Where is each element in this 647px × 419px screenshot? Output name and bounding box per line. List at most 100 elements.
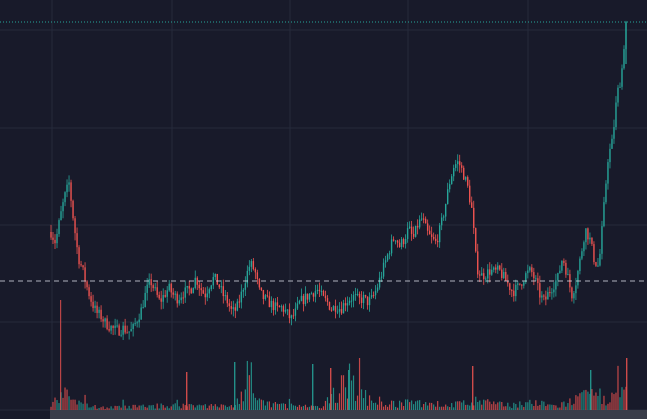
volume-bar [238,403,240,410]
volume-bar [501,402,503,410]
volume-bar [222,404,224,410]
candle-body [378,277,381,288]
candle-body [154,287,156,289]
volume-bar [421,407,423,410]
candle-body [390,239,393,254]
candle-body [318,289,321,292]
volume-bar [292,405,295,410]
candle-body [436,240,439,243]
candle-body [324,295,327,299]
candle-body [140,307,142,320]
candle-body [523,282,525,286]
candle-body [200,288,202,291]
candle-body [286,309,289,311]
volume-bar [609,402,611,410]
candle-body [388,253,391,255]
volume-bar [252,393,254,410]
candle-body [617,87,619,103]
candle-body [422,218,425,220]
volume-bar [559,407,561,410]
candle-body [76,233,78,248]
candle-body [376,287,379,291]
candle-body [442,216,445,218]
volume-bar [561,402,563,410]
volume-bar [274,402,276,410]
volume-bar [314,405,317,410]
volume-bar [423,404,425,410]
candle-body [246,270,249,284]
candle-body [306,293,309,300]
volume-bar [76,404,78,410]
volume-bar [138,405,140,410]
volume-bar [577,396,579,410]
volume-bar [370,400,373,410]
candle-body [521,284,523,286]
volume-bar [531,403,533,410]
candle-body [605,183,607,203]
volume-bar [142,404,144,410]
volume-bar [565,406,567,410]
candle-body [230,306,233,309]
candle-body [194,277,196,288]
volume-bar [607,403,609,410]
candle-body [316,289,319,292]
volume-bar [443,406,445,410]
volume-bar [386,406,389,410]
volume-bar [120,407,122,410]
volume-bar [144,406,146,410]
candle-body [398,242,401,248]
candle-body [499,265,501,270]
volume-bar [298,404,301,410]
candle-body [50,232,52,238]
volume-bar [625,386,627,410]
volume-bar [152,404,154,410]
volume-bar [240,391,242,410]
candle-body [218,284,220,288]
candle-body [186,286,188,288]
volume-bar [487,399,489,410]
volume-bar [541,400,543,410]
candle-body [136,322,138,324]
candle-body [272,300,275,311]
volume-bar [519,401,521,410]
candle-body [384,260,387,263]
candle-body [543,295,545,297]
volume-bar [64,387,66,410]
volume-bar [376,404,379,410]
volume-bar [244,389,246,410]
candle-body [559,270,561,274]
candle-body [278,305,281,308]
volume-bar [419,400,421,410]
candle-body [326,298,329,302]
volume-bar [126,408,128,410]
candle-body [82,265,84,268]
volume-bar [224,405,226,410]
volume-bar [212,405,214,410]
candle-body [252,261,255,270]
candle-body [535,278,537,280]
candle-body [527,270,529,274]
candle-body [174,293,176,295]
candle-body [477,251,479,275]
volume-bar [170,406,172,410]
volume-bar [459,401,461,410]
candle-body [74,218,76,234]
time-axis-strip[interactable] [50,410,647,419]
candle-body [366,296,369,306]
volume-bar [539,404,541,410]
volume-bar [441,406,443,410]
candle-body [579,258,581,272]
volume-bar [154,408,156,410]
volume-bar [322,406,325,410]
candle-body [356,293,359,295]
candle-body [314,291,317,297]
candle-body [509,283,511,291]
volume-bar [232,407,234,410]
volume-bar [595,392,597,410]
price-candles [50,20,627,341]
candle-body [404,238,407,245]
volume-bar [503,406,505,410]
candle-body [340,309,343,314]
